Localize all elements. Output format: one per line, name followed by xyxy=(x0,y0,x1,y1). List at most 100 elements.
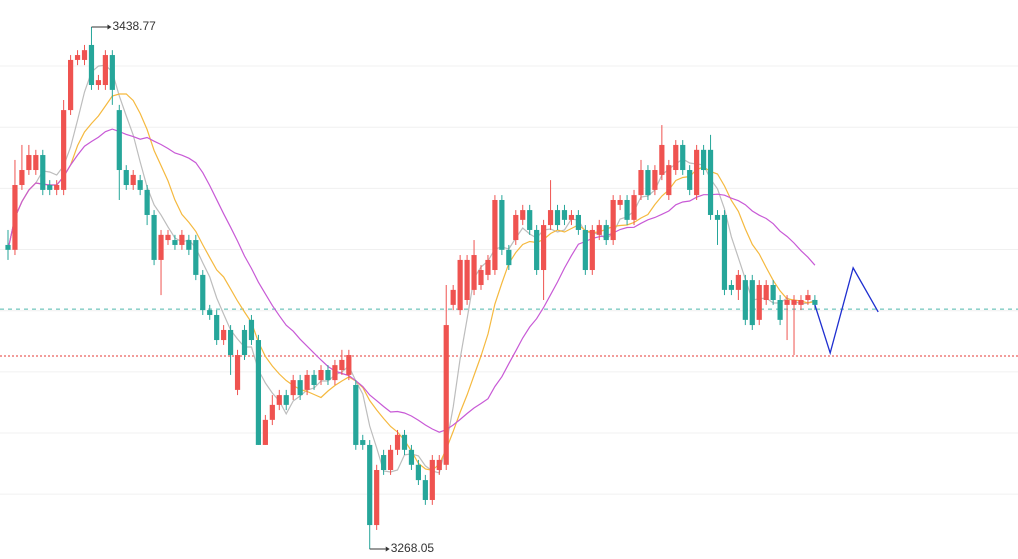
candle-body xyxy=(436,459,442,471)
candle-body xyxy=(707,149,714,215)
candle-body xyxy=(179,234,185,245)
candle-body xyxy=(401,434,408,450)
candle-body xyxy=(346,355,352,375)
candle-body xyxy=(325,370,331,381)
candle-body xyxy=(749,280,755,326)
candle-body xyxy=(95,80,102,86)
candle-body xyxy=(408,449,415,465)
candle-body xyxy=(812,299,818,305)
candle-body xyxy=(276,395,282,405)
moving-average xyxy=(7,128,816,433)
candle-body xyxy=(666,165,672,196)
candle-body xyxy=(791,299,797,305)
candle-body xyxy=(193,240,199,275)
candle-body xyxy=(763,285,769,300)
candle-body xyxy=(680,144,686,171)
candle-body xyxy=(158,234,164,260)
candle-body xyxy=(214,314,220,341)
moving-average xyxy=(7,93,816,472)
candle-body xyxy=(568,214,575,220)
candle-body xyxy=(241,329,248,356)
candle-body xyxy=(353,385,359,445)
candle-body xyxy=(721,214,728,290)
candle-body xyxy=(429,459,435,500)
candle-body xyxy=(269,404,275,420)
candle-body xyxy=(520,210,526,220)
candle-body xyxy=(5,244,11,250)
candle-body xyxy=(207,310,213,315)
candle-body xyxy=(26,155,32,171)
candle-body xyxy=(394,434,401,450)
candle-body xyxy=(756,285,762,320)
candle-body xyxy=(61,110,67,190)
candle-body xyxy=(673,144,679,171)
candle-body xyxy=(311,374,317,386)
candle-body xyxy=(248,319,255,341)
candle-body xyxy=(283,395,289,405)
candle-body xyxy=(116,110,122,171)
extreme-arrow xyxy=(107,24,112,30)
candle-body xyxy=(19,170,25,186)
candle-body xyxy=(777,299,783,320)
candle-body xyxy=(40,155,46,190)
candle-body xyxy=(186,240,192,250)
candle-body xyxy=(652,170,658,190)
candle-body xyxy=(74,55,81,60)
candle-body xyxy=(603,225,609,241)
candle-body xyxy=(54,185,60,190)
candle-body xyxy=(554,210,561,226)
candle-body xyxy=(255,340,262,445)
candle-body xyxy=(805,295,811,300)
candle-body xyxy=(735,274,741,290)
candle-body xyxy=(123,170,129,186)
candle-body xyxy=(714,214,721,220)
candle-body xyxy=(700,149,707,171)
candle-body xyxy=(68,59,74,111)
candle-body xyxy=(506,249,512,266)
candle-body xyxy=(381,455,387,471)
candle-body xyxy=(47,185,53,190)
candle-body xyxy=(610,199,616,241)
candle-body xyxy=(165,234,171,241)
candle-body xyxy=(631,195,637,220)
candle-body xyxy=(137,180,143,190)
candle-body xyxy=(227,329,234,356)
extreme-label: 3438.77 xyxy=(112,19,156,33)
candle-body xyxy=(290,380,296,396)
candle-body xyxy=(499,199,505,250)
candle-body xyxy=(457,259,463,311)
candle-body xyxy=(596,225,602,235)
candle-body xyxy=(443,325,449,465)
candle-body xyxy=(450,289,456,305)
candle-body xyxy=(617,199,623,205)
candle-body xyxy=(339,359,345,371)
candle-body xyxy=(130,174,136,186)
candle-body xyxy=(144,189,150,215)
candle-body xyxy=(784,299,790,305)
candle-body xyxy=(541,225,547,271)
candle-body xyxy=(415,464,421,481)
candle-body xyxy=(262,419,268,445)
candle-body xyxy=(109,55,115,90)
candle-body xyxy=(151,214,157,260)
candle-body xyxy=(102,55,108,86)
candle-body xyxy=(687,170,693,190)
candle-body xyxy=(659,144,665,175)
candle-body xyxy=(464,259,470,300)
candle-body xyxy=(728,285,735,290)
candle-body xyxy=(367,444,373,526)
candle-body xyxy=(33,155,39,171)
candle-body xyxy=(332,365,338,381)
extreme-arrow xyxy=(385,546,390,552)
candle-body xyxy=(297,380,303,396)
candle-body xyxy=(645,170,651,196)
candle-body xyxy=(478,270,484,286)
moving-average xyxy=(7,64,816,474)
candle-body xyxy=(471,255,477,290)
candle-body xyxy=(81,50,88,60)
candle-body xyxy=(534,229,540,271)
candle-body xyxy=(742,280,748,320)
extreme-label: 3268.05 xyxy=(391,541,435,555)
candle-body xyxy=(638,170,644,196)
